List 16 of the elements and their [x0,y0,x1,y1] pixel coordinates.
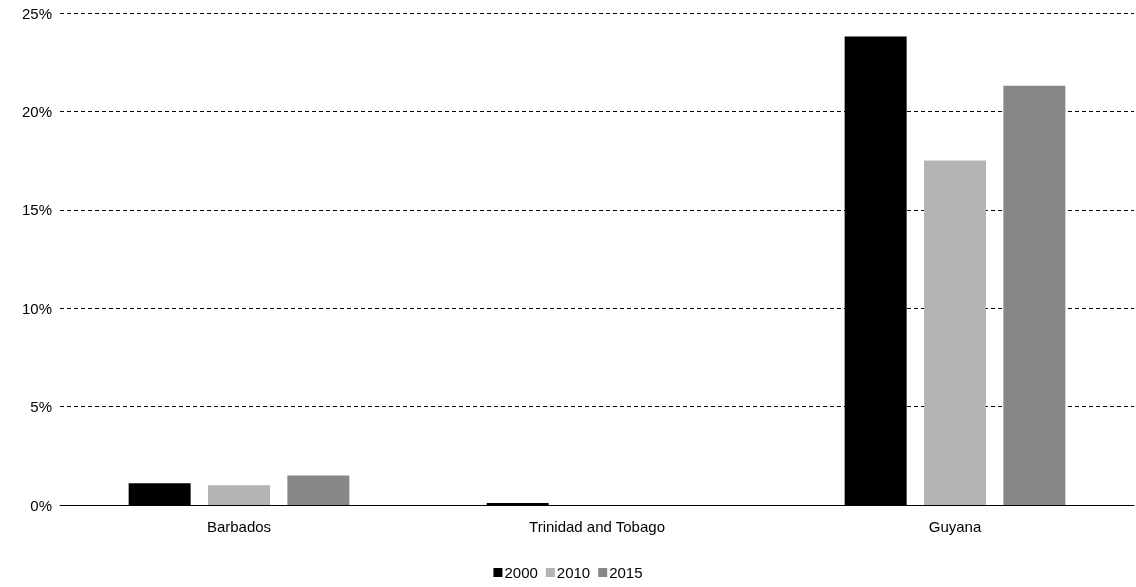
x-tick-label: Guyana [928,518,982,535]
x-tick-label: Barbados [206,518,272,535]
y-tick-label: 20% [21,102,52,120]
x-tick-label: Trinidad and Tobago [529,518,665,535]
legend-label: 2000 [504,564,538,581]
bar [287,475,350,505]
bar [208,485,270,505]
y-tick-label: 0% [30,496,52,514]
y-tick-label: 10% [21,299,52,317]
y-tick-label: 5% [30,398,52,416]
y-tick-label: 25% [21,4,52,22]
bar [924,160,986,505]
legend-label: 2015 [609,564,643,581]
y-tick-label: 15% [21,201,52,219]
legend-label: 2010 [556,564,591,581]
bar [1003,85,1066,505]
